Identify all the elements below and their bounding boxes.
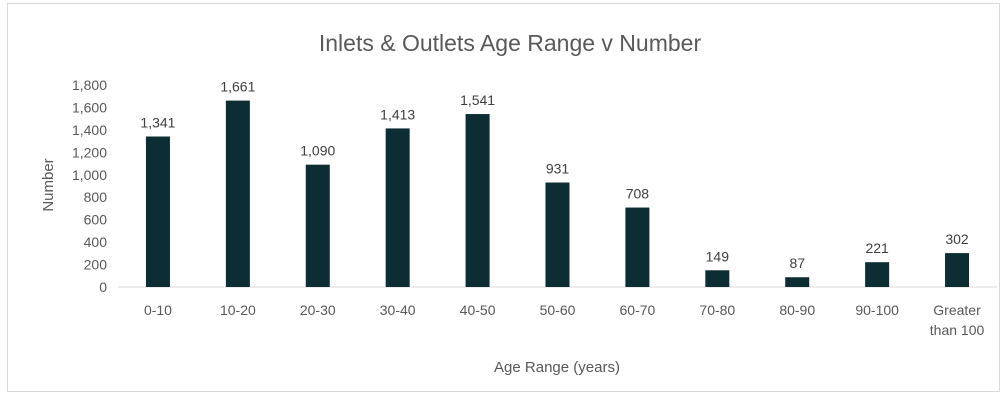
data-label: 1,341 — [140, 115, 175, 131]
y-tick-label: 1,600 — [72, 99, 107, 115]
bar — [705, 270, 730, 287]
x-tick-label: 80-90 — [779, 302, 815, 318]
y-tick-label: 800 — [84, 189, 108, 205]
data-label: 1,090 — [300, 143, 335, 159]
y-tick-label: 1,800 — [72, 77, 107, 93]
data-label: 1,413 — [380, 106, 415, 122]
data-label: 87 — [789, 255, 805, 271]
x-axis-ticks: 0-10 10-20 20-30 30-40 40-50 50-60 60-70 70-80 8… — [144, 302, 985, 338]
data-label: 1,661 — [220, 79, 255, 95]
y-tick-label: 600 — [84, 212, 108, 228]
bar — [465, 114, 490, 287]
bar — [385, 128, 410, 287]
x-tick-label: 40-50 — [460, 302, 496, 318]
bar — [305, 164, 330, 287]
chart-frame — [7, 3, 1000, 392]
y-tick-label: 1,000 — [72, 167, 107, 183]
y-axis-title: Number — [40, 158, 57, 211]
data-label: 708 — [626, 186, 650, 202]
x-axis-title: Age Range (years) — [494, 359, 620, 376]
bars — [145, 100, 970, 287]
bar — [945, 253, 970, 287]
data-label: 149 — [706, 248, 730, 264]
x-tick-label: 70-80 — [699, 302, 735, 318]
data-label: 221 — [865, 240, 889, 256]
x-tick-label: 50-60 — [540, 302, 576, 318]
x-tick-label: Greater than 100 — [930, 302, 985, 338]
data-label: 302 — [945, 231, 969, 247]
bar — [545, 182, 570, 287]
chart-title: Inlets & Outlets Age Range v Number — [319, 30, 702, 56]
y-axis-ticks: 0 200 400 600 800 1,000 1,200 1,400 1,600 1,800 — [72, 77, 107, 295]
x-tick-label: 20-30 — [300, 302, 336, 318]
bar — [785, 277, 810, 287]
data-label: 931 — [546, 161, 570, 177]
x-tick-label: 10-20 — [220, 302, 256, 318]
bar — [625, 207, 650, 287]
y-tick-label: 400 — [84, 234, 108, 250]
bar — [145, 136, 170, 287]
y-tick-label: 0 — [99, 279, 107, 295]
data-labels: 1,341 1,661 1,090 1,413 1,541 931 708 149 87 221 3… — [140, 79, 969, 272]
bar — [865, 262, 890, 287]
y-tick-label: 200 — [84, 257, 108, 273]
x-tick-label: 0-10 — [144, 302, 172, 318]
x-tick-label: 30-40 — [380, 302, 416, 318]
x-tick-label: 90-100 — [855, 302, 899, 318]
y-tick-label: 1,400 — [72, 122, 107, 138]
x-tick-label: 60-70 — [620, 302, 656, 318]
data-label: 1,541 — [460, 92, 495, 108]
y-tick-label: 1,200 — [72, 144, 107, 160]
bar — [225, 100, 250, 287]
